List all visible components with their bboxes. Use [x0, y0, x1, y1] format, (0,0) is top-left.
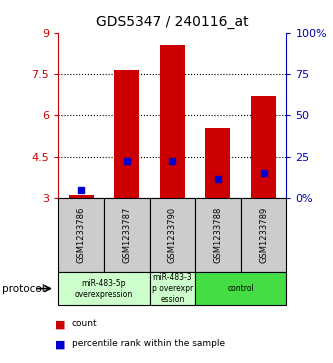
- Text: ■: ■: [55, 319, 66, 330]
- Text: control: control: [227, 284, 254, 293]
- Text: percentile rank within the sample: percentile rank within the sample: [72, 339, 225, 348]
- Bar: [205, 128, 230, 198]
- Title: GDS5347 / 240116_at: GDS5347 / 240116_at: [96, 15, 249, 29]
- Bar: [251, 96, 276, 198]
- Bar: [160, 45, 185, 198]
- Text: GSM1233786: GSM1233786: [77, 207, 86, 263]
- Text: miR-483-5p
overexpression: miR-483-5p overexpression: [75, 278, 133, 299]
- Text: GSM1233789: GSM1233789: [259, 207, 268, 263]
- Text: GSM1233788: GSM1233788: [213, 207, 222, 263]
- Bar: [114, 70, 139, 198]
- Text: ■: ■: [55, 339, 66, 350]
- Text: protocol: protocol: [2, 284, 44, 294]
- Bar: [69, 195, 94, 198]
- Text: GSM1233790: GSM1233790: [168, 207, 177, 263]
- Text: miR-483-3
p overexpr
ession: miR-483-3 p overexpr ession: [152, 273, 193, 304]
- Text: GSM1233787: GSM1233787: [122, 207, 131, 263]
- Text: count: count: [72, 319, 97, 329]
